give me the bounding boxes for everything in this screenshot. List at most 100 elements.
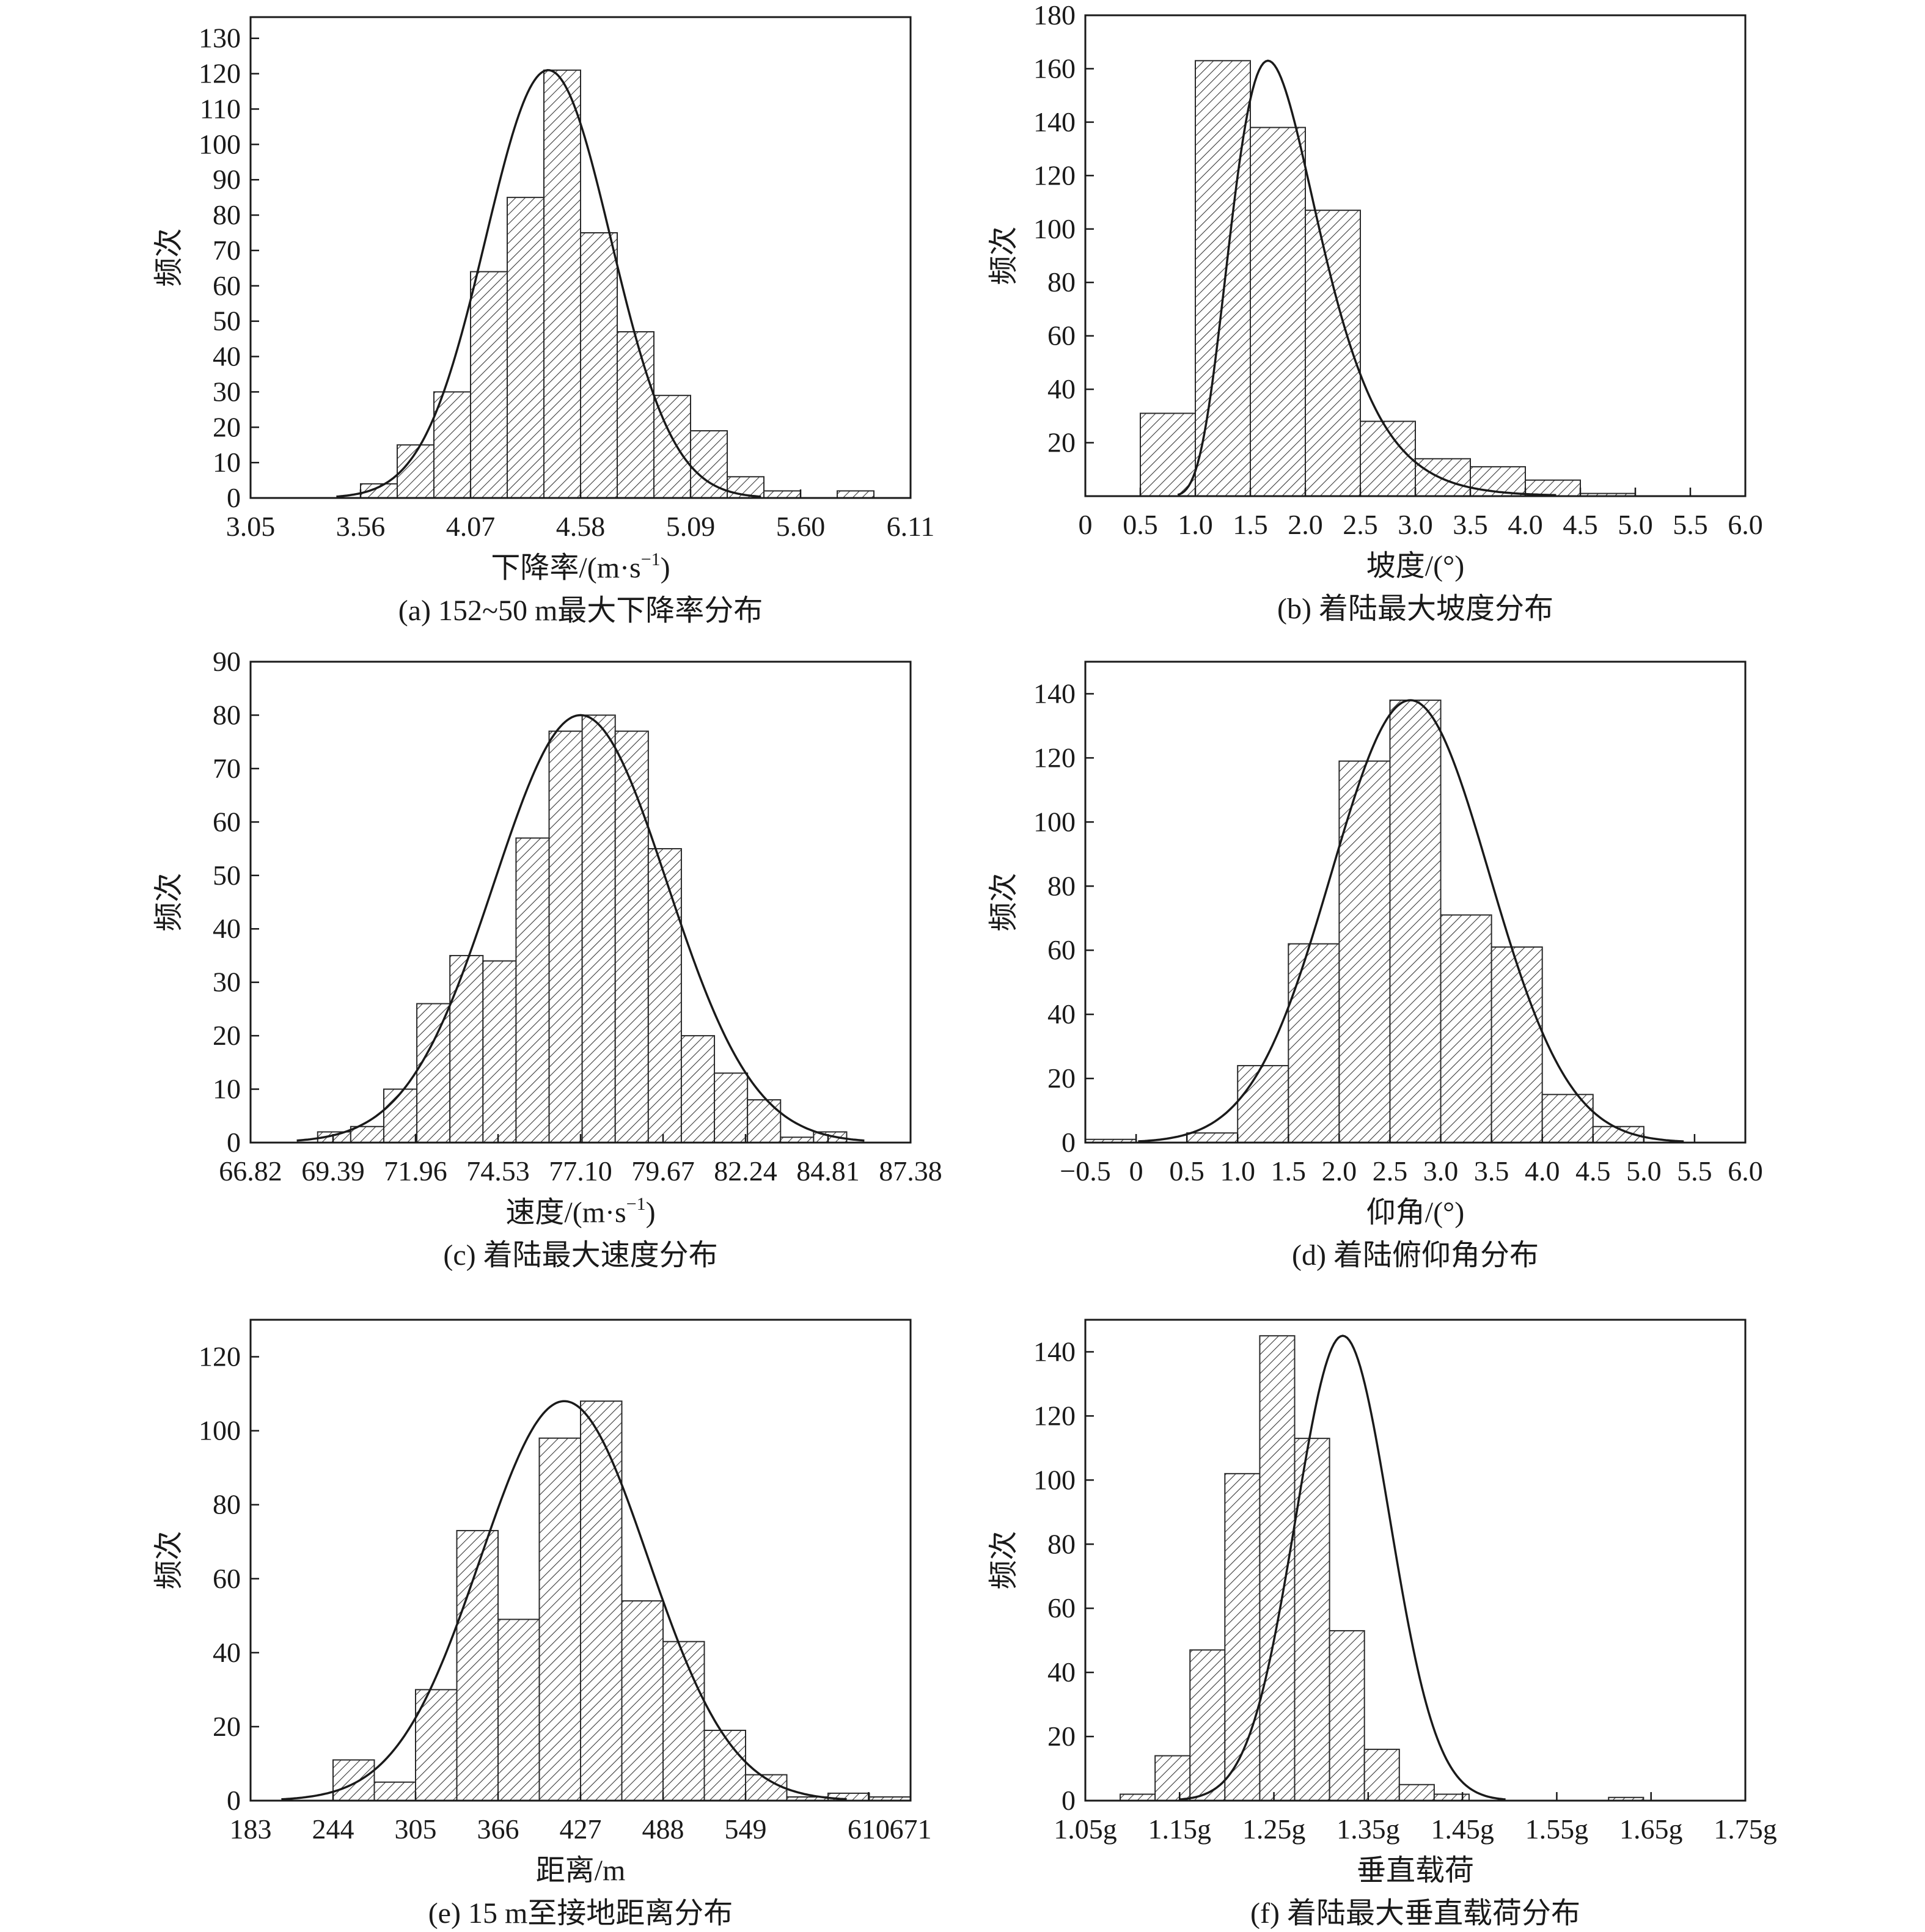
y-tick-label-e-5: 100: [199, 1415, 241, 1446]
y-tick-label-e-0: 0: [227, 1785, 241, 1816]
x-tick-label-d-4: 1.5: [1271, 1155, 1307, 1187]
bar-d-1: [1186, 1132, 1239, 1144]
x-axis-title-close-a: ): [661, 552, 670, 584]
y-axis-c: 0 10 20 30 40 50 60 70 80 90: [213, 646, 259, 1158]
x-axis-title-sup-a: −1: [641, 549, 661, 569]
x-tick-label-e-2: 305: [395, 1813, 437, 1845]
x-axis-title-text-a: 下降率/(m·s: [491, 552, 640, 584]
bar-c-1: [350, 1125, 384, 1144]
x-tick-label-b-10: 5.0: [1618, 509, 1653, 540]
y-tick-label-b-0: 20: [1047, 427, 1076, 458]
x-tick-label-d-1: 0: [1129, 1155, 1143, 1187]
x-tick-label-a-6: 6.11: [887, 511, 935, 542]
x-tick-label-f-5: 1.55g: [1525, 1813, 1589, 1845]
fit-curve-b: [1177, 59, 1557, 497]
bar-b-5: [1415, 458, 1471, 497]
caption-f: (f) 着陆最大垂直载荷分布: [1250, 1897, 1580, 1930]
bar-f-0: [1120, 1793, 1156, 1801]
plot-frame-f: [1084, 1319, 1747, 1802]
y-axis-d: 0 20 40 60 80 100 120 140: [1033, 678, 1094, 1158]
x-tick-label-b-12: 6.0: [1728, 509, 1763, 540]
fit-curve-f: [1179, 1334, 1506, 1801]
y-tick-label-e-2: 40: [213, 1637, 241, 1668]
x-tick-label-f-3: 1.35g: [1336, 1813, 1400, 1845]
bar-e-8: [662, 1641, 705, 1801]
x-axis-title-close-c: ): [646, 1196, 656, 1229]
x-tick-label-b-8: 4.0: [1508, 509, 1543, 540]
bar-d-5: [1389, 699, 1442, 1143]
x-tick-label-c-1: 69.39: [301, 1155, 365, 1187]
bar-d-7: [1491, 946, 1543, 1144]
x-axis-title-text-e: 距离/m: [536, 1854, 626, 1887]
x-tick-label-b-6: 3.0: [1398, 509, 1433, 540]
bar-b-2: [1250, 126, 1306, 497]
bar-d-6: [1440, 914, 1492, 1144]
bar-e-9: [703, 1729, 746, 1801]
y-tick-label-e-6: 120: [199, 1341, 241, 1372]
bar-e-6: [580, 1400, 623, 1801]
y-tick-label-d-2: 40: [1047, 998, 1076, 1030]
y-tick-label-f-7: 140: [1033, 1336, 1076, 1367]
y-tick-label-c-3: 30: [213, 967, 241, 998]
bar-e-5: [538, 1437, 581, 1802]
caption-a: (a) 152~50 m最大下降率分布: [398, 595, 763, 627]
x-tick-label-e-0: 183: [230, 1813, 272, 1845]
x-tick-label-e-6: 549: [725, 1813, 767, 1845]
panel-b: 20 40 60 80 100 120 140 160 180 0 0.5 1.0 1.5 2.0 2.5 3…: [988, 0, 1763, 625]
panel-e: 0 20 40 60 80 100 120 183 244 305 366 427 488 549 610 6…: [153, 1319, 932, 1930]
x-tick-label-d-7: 3.0: [1423, 1155, 1459, 1187]
x-tick-label-f-4: 1.45g: [1431, 1813, 1494, 1845]
bar-e-2: [415, 1689, 458, 1801]
y-tick-label-b-5: 120: [1033, 159, 1076, 191]
bar-d-2: [1237, 1065, 1289, 1143]
x-tick-label-b-11: 5.5: [1673, 509, 1708, 540]
y-tick-label-a-10: 100: [199, 128, 241, 159]
y-tick-label-e-3: 60: [213, 1563, 241, 1594]
x-axis-title-b: 坡度/(°): [1366, 550, 1465, 582]
x-tick-label-a-1: 3.56: [336, 511, 386, 542]
bar-c-8: [581, 714, 616, 1143]
y-tick-label-e-1: 20: [213, 1711, 241, 1742]
bar-f-6: [1329, 1630, 1365, 1802]
y-tick-label-d-0: 0: [1062, 1127, 1076, 1158]
y-tick-label-a-12: 120: [199, 58, 241, 89]
y-tick-label-b-3: 80: [1047, 266, 1076, 298]
y-tick-label-c-6: 60: [213, 806, 241, 837]
bars-b: [1140, 60, 1636, 497]
y-axis-f: 0 20 40 60 80 100 120 140: [1033, 1336, 1094, 1816]
y-tick-label-e-4: 80: [213, 1489, 241, 1520]
y-axis-a: 0 10 20 30 40 50 60 70 80 90 100 110 120 130: [199, 23, 259, 513]
bar-e-4: [497, 1619, 540, 1802]
bar-c-13: [747, 1099, 782, 1143]
y-tick-label-f-4: 80: [1047, 1528, 1076, 1559]
x-tick-label-c-2: 71.96: [384, 1155, 447, 1187]
bar-f-4: [1259, 1335, 1296, 1802]
bars-a: [360, 69, 875, 499]
x-tick-label-e-1: 244: [312, 1813, 354, 1845]
bar-e-12: [827, 1792, 870, 1802]
x-tick-label-a-2: 4.07: [446, 511, 496, 542]
x-axis-title-c: 速度/(m·s−1): [505, 1194, 655, 1229]
y-tick-label-c-9: 90: [213, 646, 241, 677]
y-axis-title-b: 频次: [988, 226, 1020, 285]
y-tick-label-a-2: 20: [213, 411, 241, 442]
bar-e-3: [456, 1530, 499, 1802]
y-tick-label-b-7: 160: [1033, 53, 1076, 84]
bar-c-3: [416, 1003, 451, 1143]
x-tick-label-f-2: 1.25g: [1242, 1813, 1306, 1845]
x-tick-label-c-5: 79.67: [631, 1155, 695, 1187]
x-tick-label-b-3: 1.5: [1233, 509, 1268, 540]
y-tick-label-f-5: 100: [1033, 1464, 1076, 1495]
bar-a-9: [690, 430, 728, 499]
bar-f-9: [1433, 1793, 1470, 1801]
x-axis-title-text-f: 垂直载荷: [1357, 1854, 1474, 1887]
y-tick-label-a-1: 10: [213, 447, 241, 478]
x-tick-label-b-4: 2.0: [1288, 509, 1323, 540]
bar-a-4: [507, 197, 544, 499]
x-tick-label-b-0: 0: [1079, 509, 1093, 540]
x-axis-title-text-b: 坡度/(°): [1366, 550, 1465, 582]
x-tick-label-f-6: 1.65g: [1619, 1813, 1683, 1845]
